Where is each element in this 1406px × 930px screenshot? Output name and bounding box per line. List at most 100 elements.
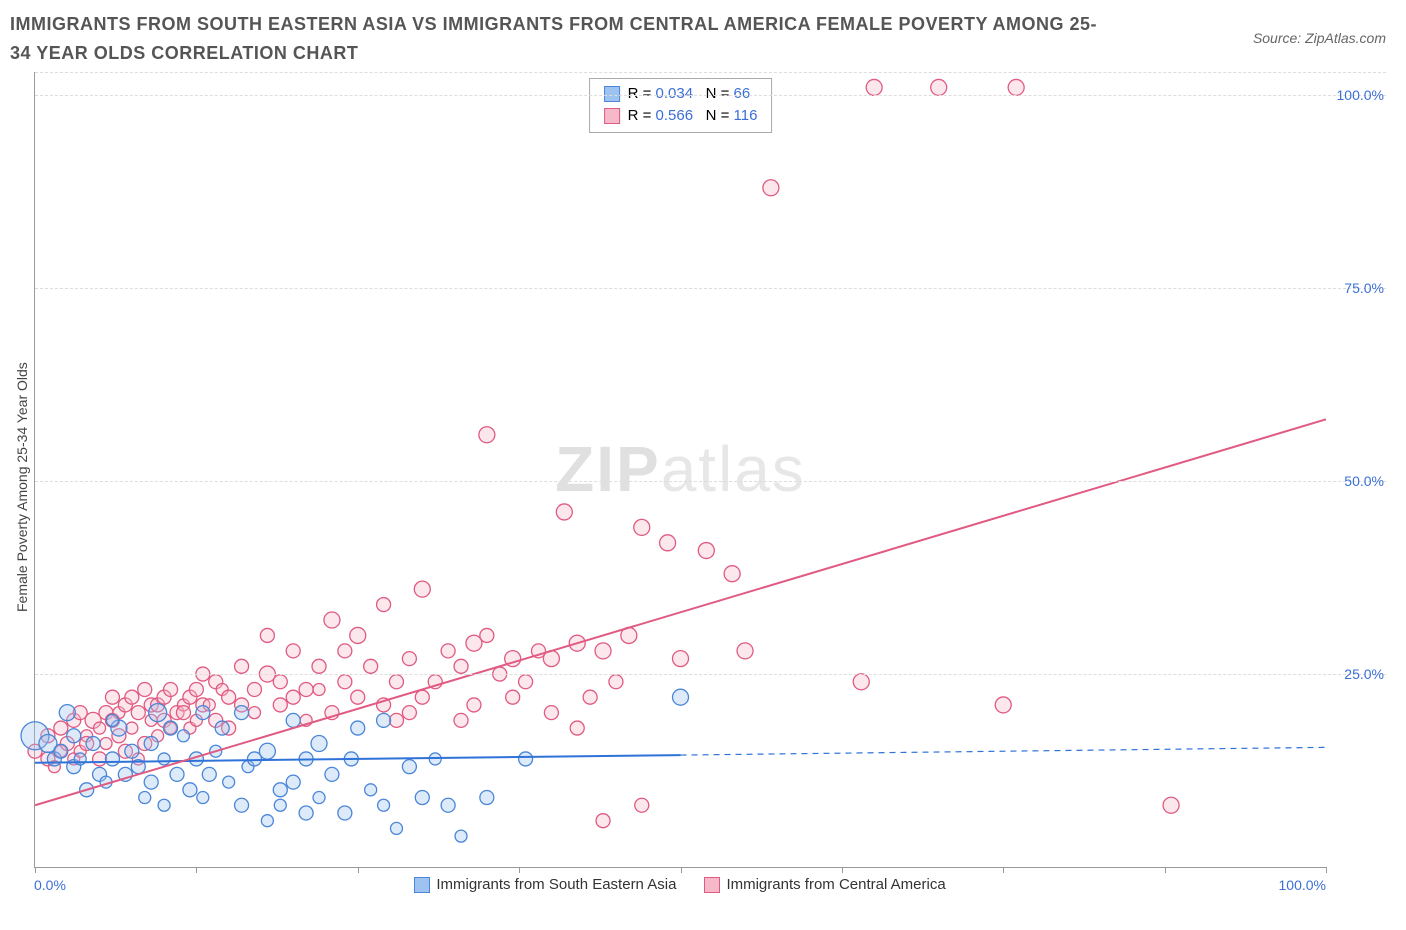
data-point-ca (866, 79, 882, 95)
data-point-sea (338, 806, 352, 820)
data-point-sea (325, 767, 339, 781)
data-point-ca (93, 752, 107, 766)
data-point-sea (402, 759, 416, 773)
legend-item: Immigrants from South Eastern Asia (414, 876, 676, 893)
data-point-sea (261, 814, 273, 826)
y-axis-label: Female Poverty Among 25-34 Year Olds (10, 72, 34, 902)
data-point-ca (164, 682, 178, 696)
data-point-ca (1163, 797, 1179, 813)
data-point-ca (698, 542, 714, 558)
data-point-sea (54, 744, 68, 758)
data-point-ca (131, 705, 145, 719)
data-point-sea (144, 775, 158, 789)
data-point-ca (609, 674, 623, 688)
data-point-ca (454, 713, 468, 727)
data-point-sea (106, 714, 118, 726)
trend-line-ext-sea (681, 747, 1327, 755)
legend-swatch (704, 877, 720, 893)
data-point-ca (480, 628, 494, 642)
data-point-ca (247, 682, 261, 696)
data-point-sea (164, 721, 178, 735)
data-point-sea (67, 728, 81, 742)
source-credit: Source: ZipAtlas.com (1253, 30, 1386, 46)
data-point-sea (59, 704, 75, 720)
data-point-ca (286, 643, 300, 657)
data-point-sea (480, 790, 494, 804)
data-point-sea (105, 752, 119, 766)
data-point-ca (338, 643, 352, 657)
data-point-ca (248, 706, 260, 718)
data-point-ca (222, 690, 236, 704)
data-point-ca (441, 643, 455, 657)
data-point-ca (138, 682, 152, 696)
data-point-ca (570, 721, 584, 735)
data-point-sea (377, 713, 391, 727)
data-point-ca (931, 79, 947, 95)
chart-title: IMMIGRANTS FROM SOUTH EASTERN ASIA VS IM… (10, 10, 1110, 68)
data-point-sea (313, 791, 325, 803)
data-point-sea (378, 799, 390, 811)
data-point-sea (144, 736, 158, 750)
data-point-ca (583, 690, 597, 704)
data-point-ca (467, 698, 481, 712)
legend-swatch (414, 877, 430, 893)
data-point-ca (414, 581, 430, 597)
data-point-ca (299, 682, 313, 696)
data-point-sea (125, 744, 139, 758)
data-point-sea (235, 798, 249, 812)
data-point-ca (519, 674, 533, 688)
y-tick-label: 50.0% (1344, 473, 1384, 489)
data-point-sea (259, 743, 275, 759)
data-point-ca (673, 650, 689, 666)
data-point-ca (634, 519, 650, 535)
scatter-plot-area: ZIPatlas R = 0.034 N = 66 R = 0.566 N = … (34, 72, 1326, 868)
data-point-ca (1008, 79, 1024, 95)
y-tick-label: 100.0% (1337, 87, 1384, 103)
data-point-sea (223, 776, 235, 788)
data-point-ca (54, 721, 68, 735)
data-point-sea (215, 721, 229, 735)
data-point-ca (763, 179, 779, 195)
x-tick-label: 100.0% (1279, 877, 1326, 893)
data-point-ca (454, 659, 468, 673)
data-point-sea (149, 703, 167, 721)
data-point-ca (312, 659, 326, 673)
data-point-ca (389, 674, 403, 688)
data-point-ca (176, 705, 190, 719)
data-point-sea (158, 799, 170, 811)
data-point-ca (273, 674, 287, 688)
data-point-ca (100, 737, 112, 749)
data-point-ca (544, 705, 558, 719)
data-point-ca (105, 690, 119, 704)
data-point-sea (311, 735, 327, 751)
data-point-ca (351, 690, 365, 704)
data-point-sea (415, 790, 429, 804)
data-point-ca (724, 565, 740, 581)
data-point-ca (506, 690, 520, 704)
data-point-sea (177, 729, 189, 741)
data-point-sea (158, 753, 170, 765)
legend-item: Immigrants from Central America (704, 876, 945, 893)
data-point-sea (299, 806, 313, 820)
y-tick-label: 75.0% (1344, 280, 1384, 296)
data-point-ca (364, 659, 378, 673)
data-point-ca (737, 642, 753, 658)
data-point-sea (519, 752, 533, 766)
data-point-sea (351, 721, 365, 735)
data-point-sea (139, 791, 151, 803)
data-point-sea (235, 705, 249, 719)
y-tick-label: 25.0% (1344, 666, 1384, 682)
data-point-sea (365, 783, 377, 795)
data-point-ca (995, 697, 1011, 713)
data-point-ca (660, 534, 676, 550)
data-point-ca (556, 504, 572, 520)
data-point-ca (596, 813, 610, 827)
data-point-ca (402, 705, 416, 719)
data-point-sea (273, 782, 287, 796)
data-point-ca (415, 690, 429, 704)
data-point-ca (286, 690, 300, 704)
data-point-ca (635, 798, 649, 812)
data-point-sea (286, 775, 300, 789)
data-point-sea (441, 798, 455, 812)
data-point-sea (196, 705, 210, 719)
